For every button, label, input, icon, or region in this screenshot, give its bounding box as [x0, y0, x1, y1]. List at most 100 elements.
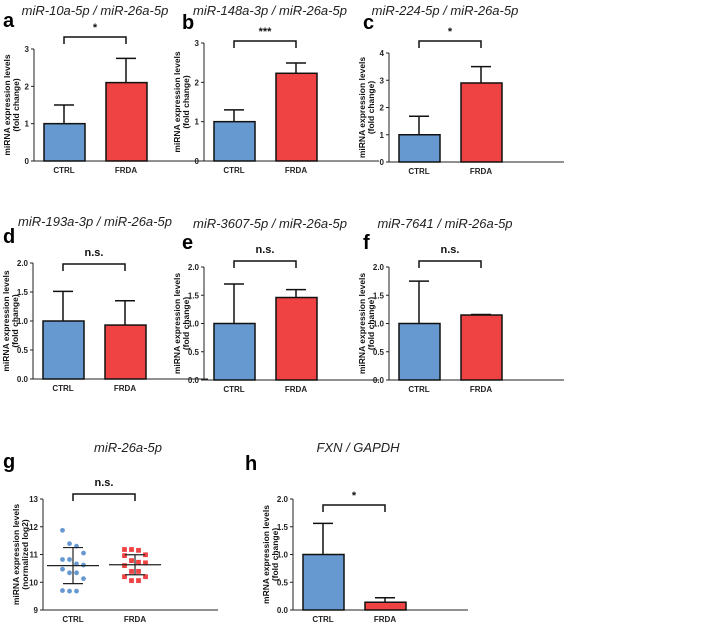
- bar-frda: [275, 72, 318, 162]
- bar-ctrl: [302, 553, 345, 611]
- significance-label: n.s.: [85, 247, 104, 259]
- x-tick-label: FRDA: [470, 385, 492, 394]
- y-tick-label: 1: [380, 131, 385, 140]
- x-tick-label: CTRL: [53, 166, 74, 175]
- y-tick-label: 2.0: [17, 259, 29, 268]
- x-tick-label: FRDA: [285, 166, 307, 175]
- y-axis-label: (fold change): [181, 75, 191, 129]
- panel-title: miR-26a-5p: [94, 440, 162, 455]
- panel-g: g miR-26a-5p 9 10 11 12 13 miRNA expression lev…: [3, 440, 218, 624]
- data-point: [67, 541, 72, 547]
- panel-title: miR-193a-3p / miR-26a-5p: [18, 214, 172, 229]
- x-tick-label: FRDA: [285, 385, 307, 394]
- y-axis-label: (fold change): [11, 78, 21, 132]
- significance-label: *: [352, 490, 357, 502]
- data-point: [60, 588, 65, 593]
- data-point: [143, 560, 148, 566]
- bar-frda: [104, 324, 147, 380]
- y-axis-label: miRNA expression levels: [1, 270, 11, 372]
- y-tick-label: 1: [25, 120, 30, 129]
- significance-label: n.s.: [95, 477, 114, 489]
- y-axis-label: (normalized log2): [20, 519, 30, 590]
- y-tick-label: 0.5: [17, 346, 29, 355]
- bar-ctrl: [42, 320, 85, 380]
- y-tick-label: 1.0: [17, 317, 29, 326]
- data-point: [129, 558, 134, 564]
- x-tick-label: FRDA: [374, 615, 396, 624]
- bar-frda: [275, 296, 318, 381]
- x-tick-label: FRDA: [470, 167, 492, 176]
- bar-frda: [460, 82, 503, 163]
- y-axis-label: (fold change): [181, 297, 191, 351]
- significance-label: *: [448, 26, 453, 38]
- y-tick-label: 1.5: [188, 291, 200, 300]
- y-axis-label: (fold change): [366, 81, 376, 135]
- x-tick-label: CTRL: [408, 385, 429, 394]
- y-tick-label: 1.5: [277, 523, 289, 532]
- y-tick-label: 2: [25, 82, 30, 91]
- y-tick-label: 0.0: [277, 606, 289, 615]
- y-axis-label: miRNA expression levels: [11, 504, 21, 606]
- data-point: [143, 552, 148, 558]
- panel-title: miR-148a-3p / miR-26a-5p: [193, 3, 347, 18]
- bar-ctrl: [213, 322, 256, 381]
- y-tick-label: 3: [25, 45, 30, 54]
- data-point: [60, 527, 65, 533]
- y-tick-label: 1.0: [188, 320, 200, 329]
- y-tick-label: 2: [195, 78, 200, 87]
- x-tick-label: CTRL: [223, 385, 244, 394]
- panel-label: g: [3, 451, 15, 473]
- panel-label: f: [363, 232, 370, 254]
- panel-title: FXN / GAPDH: [316, 440, 400, 455]
- significance-bracket: [233, 260, 297, 268]
- x-tick-label: CTRL: [52, 384, 73, 393]
- significance-bracket: [418, 40, 482, 48]
- bar-ctrl: [398, 134, 441, 163]
- panel-label: d: [3, 226, 15, 248]
- data-point: [122, 553, 127, 559]
- data-point: [122, 574, 127, 580]
- y-tick-label: 10: [29, 578, 38, 587]
- x-tick-label: CTRL: [223, 166, 244, 175]
- significance-label: ***: [259, 26, 273, 38]
- significance-bracket: [233, 40, 297, 48]
- bar-frda: [105, 81, 148, 162]
- y-tick-label: 3: [380, 76, 385, 85]
- data-point: [81, 576, 86, 582]
- y-tick-label: 9: [34, 606, 39, 615]
- y-tick-label: 0.5: [277, 578, 289, 587]
- data-point: [74, 570, 79, 576]
- data-point: [143, 574, 148, 580]
- x-tick-label: CTRL: [62, 615, 83, 624]
- bar-ctrl: [213, 120, 256, 162]
- y-tick-label: 1: [195, 118, 200, 127]
- bar-frda: [364, 601, 407, 611]
- data-point: [67, 570, 72, 576]
- panel-label: e: [182, 232, 193, 254]
- significance-bracket: [63, 36, 127, 44]
- panel-title: miR-3607-5p / miR-26a-5p: [193, 216, 347, 231]
- y-axis-label: miRNA expression levels: [2, 54, 12, 156]
- y-tick-label: 0.0: [188, 376, 200, 385]
- x-tick-label: FRDA: [114, 384, 136, 393]
- data-point: [129, 569, 134, 574]
- significance-bracket: [322, 504, 386, 512]
- panel-title: miR-7641 / miR-26a-5p: [377, 216, 512, 231]
- y-tick-label: 0: [195, 157, 200, 166]
- y-tick-label: 1.0: [277, 551, 289, 560]
- data-point: [60, 566, 65, 572]
- data-point: [136, 569, 141, 574]
- y-tick-label: 3: [195, 39, 200, 48]
- data-point: [136, 559, 141, 565]
- significance-label: n.s.: [441, 244, 460, 256]
- y-axis-label: (fold change): [270, 528, 280, 582]
- y-tick-label: 1.0: [373, 320, 385, 329]
- panel-label: c: [363, 12, 374, 34]
- data-point: [67, 557, 72, 562]
- bar-ctrl: [43, 122, 86, 162]
- data-point: [122, 563, 127, 568]
- x-tick-label: FRDA: [115, 166, 137, 175]
